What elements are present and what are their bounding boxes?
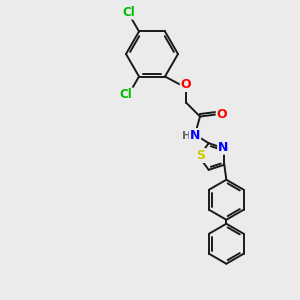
Text: S: S [196, 149, 206, 162]
Text: O: O [181, 78, 191, 91]
Text: H: H [182, 130, 192, 140]
Text: Cl: Cl [120, 88, 132, 101]
Text: N: N [190, 129, 200, 142]
Text: O: O [217, 108, 227, 121]
Text: Cl: Cl [123, 6, 135, 19]
Text: N: N [218, 141, 229, 154]
